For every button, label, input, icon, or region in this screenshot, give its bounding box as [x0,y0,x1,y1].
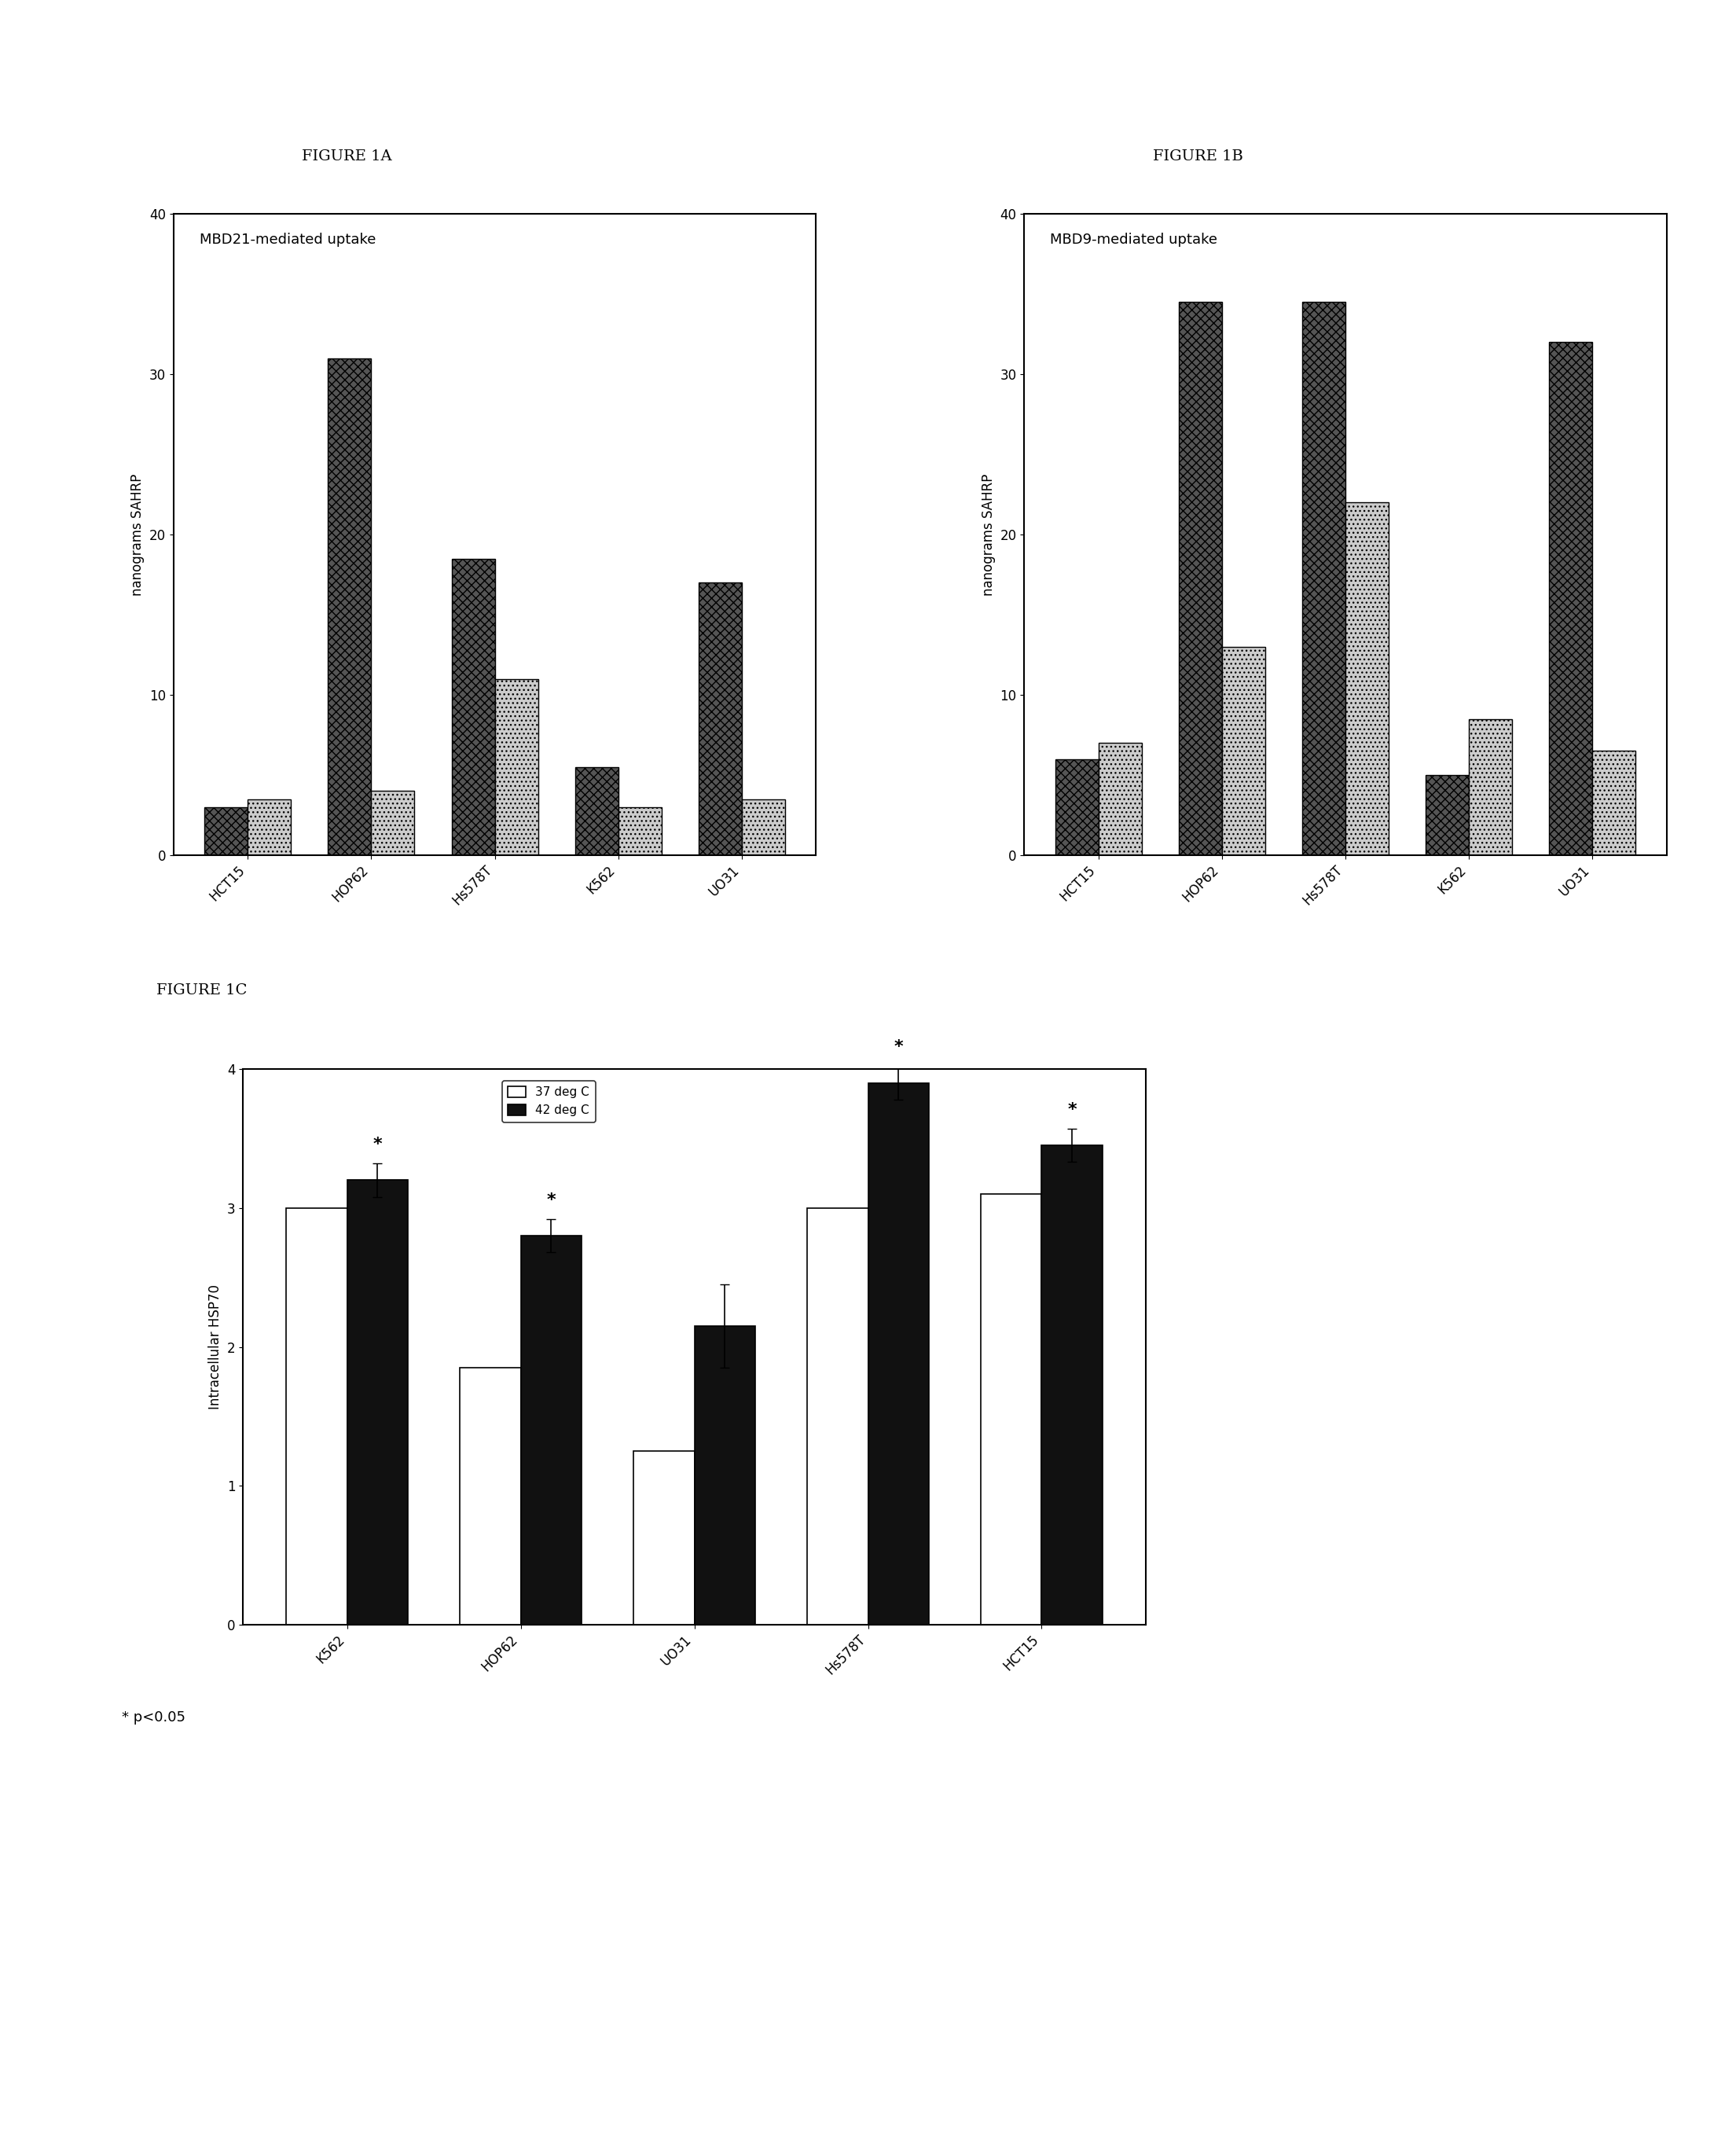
Y-axis label: nanograms SAHRP: nanograms SAHRP [981,472,996,597]
Bar [372,791,415,855]
Bar [1425,776,1469,855]
Text: FIGURE 1A: FIGURE 1A [302,150,392,162]
Bar [1345,502,1389,855]
Bar [1179,301,1222,855]
Bar [521,1236,582,1625]
Text: *: * [373,1137,382,1152]
Bar [618,806,661,855]
Bar [460,1368,521,1625]
Bar [347,1180,408,1625]
Bar [741,800,785,855]
Bar [868,1082,929,1625]
Bar [328,359,372,855]
Bar [981,1193,1042,1625]
Bar [495,680,538,855]
Bar [694,1326,755,1625]
Bar [1099,744,1142,855]
Bar [807,1208,868,1625]
Legend: 37 deg C, 42 deg C: 37 deg C, 42 deg C [502,1080,595,1122]
Bar [248,800,292,855]
Bar [634,1452,694,1625]
Text: *: * [894,1039,903,1056]
Bar [575,768,618,855]
Bar [1055,759,1099,855]
Bar [286,1208,347,1625]
Bar [1302,301,1345,855]
Bar [1469,718,1512,855]
Text: FIGURE 1B: FIGURE 1B [1153,150,1243,162]
Bar [1592,750,1635,855]
Bar [1042,1146,1102,1625]
Text: * p<0.05: * p<0.05 [122,1710,186,1723]
Y-axis label: Intracellular HSP70: Intracellular HSP70 [208,1285,222,1409]
Text: *: * [1068,1101,1076,1118]
Text: *: * [547,1193,556,1208]
Text: MBD21-mediated uptake: MBD21-mediated uptake [200,233,375,248]
Bar [1222,648,1266,855]
Bar [1549,342,1592,855]
Text: FIGURE 1C: FIGURE 1C [156,983,247,996]
Bar [698,584,741,855]
Y-axis label: nanograms SAHRP: nanograms SAHRP [130,472,146,597]
Bar [205,806,248,855]
Text: MBD9-mediated uptake: MBD9-mediated uptake [1050,233,1217,248]
Bar [451,558,495,855]
